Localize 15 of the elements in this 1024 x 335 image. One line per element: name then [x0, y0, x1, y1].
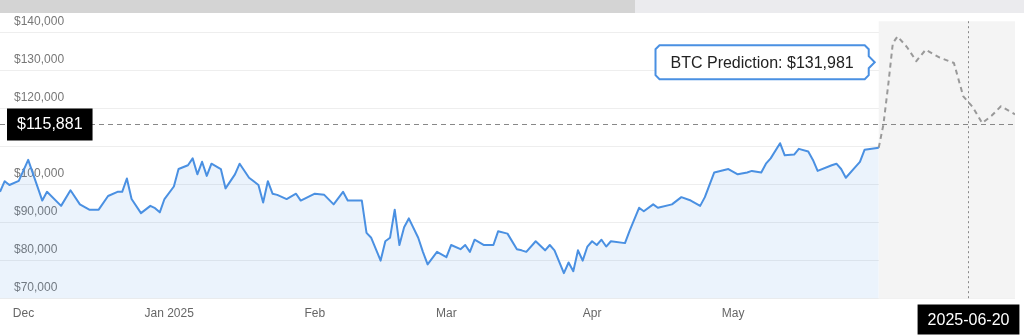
- y-tick-label: $80,000: [14, 241, 58, 256]
- y-tick-label: $130,000: [14, 51, 65, 66]
- x-tick-label: May: [721, 306, 745, 321]
- y-tick-label: $140,000: [14, 13, 65, 28]
- x-tick-label: Mar: [436, 306, 457, 321]
- y-tick-label: $90,000: [14, 203, 58, 218]
- x-tick-label: Feb: [304, 306, 326, 321]
- y-tick-label: $120,000: [14, 89, 65, 104]
- x-tick-label: Dec: [12, 306, 35, 321]
- x-tick-label: Apr: [582, 306, 602, 321]
- ref-line-label: $115,881: [17, 114, 83, 132]
- x-tick-label: Jan 2025: [144, 306, 195, 321]
- annotation: BTC Prediction: $131,981: [670, 53, 854, 71]
- ref-line-label: 2025-06-20: [927, 311, 1010, 329]
- y-tick-label: $70,000: [14, 279, 58, 294]
